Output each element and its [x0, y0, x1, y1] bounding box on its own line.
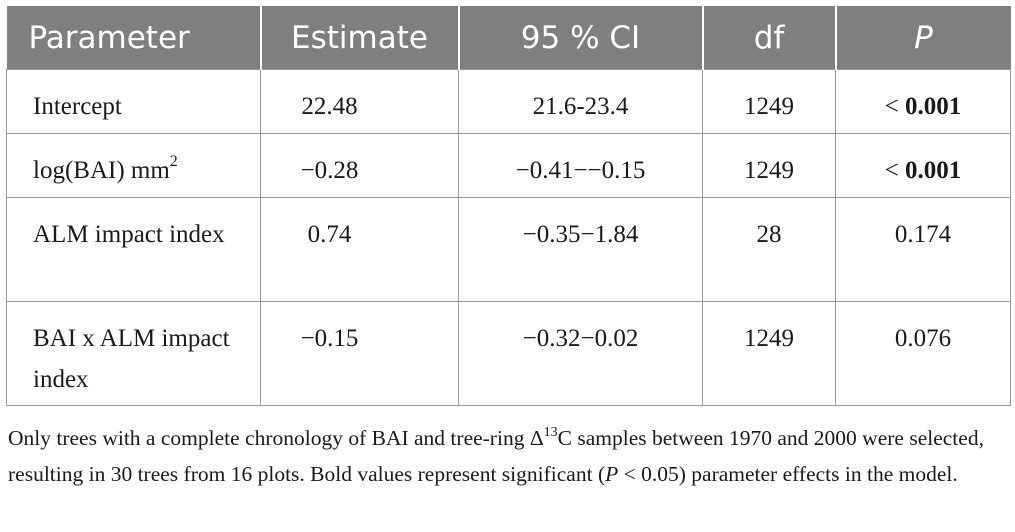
cell-ci: −0.41−−0.15 — [458, 133, 703, 198]
cell-ci: −0.35−1.84 — [458, 197, 703, 302]
cell-df: 1249 — [702, 133, 836, 198]
table-row: BAI x ALM impact index −0.15 −0.32−0.02 … — [6, 301, 1011, 406]
header-estimate: Estimate — [260, 6, 460, 70]
cell-ci: 21.6‐23.4 — [458, 69, 703, 134]
cell-df: 1249 — [702, 301, 836, 406]
cell-estimate: 22.48 — [260, 69, 459, 134]
table-row: log(BAI) mm2 −0.28 −0.41−−0.15 1249 < 0.… — [6, 133, 1011, 198]
cell-parameter: Intercept — [6, 69, 261, 134]
note-text-2: C samples between 1970 and 2000 were sel… — [8, 426, 984, 486]
results-table: Parameter Estimate 95 % CI df P Intercep… — [6, 6, 1011, 406]
parameter-text: log(BAI) mm — [33, 157, 170, 184]
cell-parameter: ALM impact index — [6, 197, 261, 302]
cell-ci: −0.32−0.02 — [458, 301, 703, 406]
table-footnote: Only trees with a complete chronology of… — [8, 420, 1008, 492]
header-row: Parameter Estimate 95 % CI df P — [6, 6, 1011, 70]
table-row: Intercept 22.48 21.6‐23.4 1249 < 0.001 — [6, 69, 1011, 134]
table-row: ALM impact index 0.74 −0.35−1.84 28 0.17… — [6, 197, 1011, 302]
cell-df: 28 — [702, 197, 836, 302]
cell-p: < 0.001 — [835, 69, 1011, 134]
cell-p: < 0.001 — [835, 133, 1011, 198]
note-superscript: 13 — [543, 425, 558, 440]
cell-df: 1249 — [702, 69, 836, 134]
note-text-1: Only trees with a complete chronology of… — [8, 426, 544, 450]
header-parameter: Parameter — [6, 6, 262, 70]
cell-parameter: BAI x ALM impact index — [6, 301, 261, 406]
results-table-container: Parameter Estimate 95 % CI df P Intercep… — [6, 6, 1011, 406]
header-ci: 95 % CI — [458, 6, 704, 70]
cell-estimate: 0.74 — [260, 197, 459, 302]
cell-p: 0.076 — [835, 301, 1011, 406]
p-prefix: < — [884, 157, 906, 184]
cell-estimate: −0.15 — [260, 301, 459, 406]
p-prefix: < — [884, 93, 906, 120]
p-value: 0.001 — [905, 157, 962, 184]
cell-parameter: log(BAI) mm2 — [6, 133, 261, 198]
note-italic-p: P — [605, 462, 619, 486]
cell-p: 0.174 — [835, 197, 1011, 302]
note-text-3: < 0.05) parameter effects in the model. — [618, 462, 958, 486]
p-value: 0.001 — [905, 93, 962, 120]
parameter-superscript: 2 — [169, 153, 178, 170]
header-p: P — [835, 6, 1011, 70]
cell-estimate: −0.28 — [260, 133, 459, 198]
header-df: df — [702, 6, 837, 70]
